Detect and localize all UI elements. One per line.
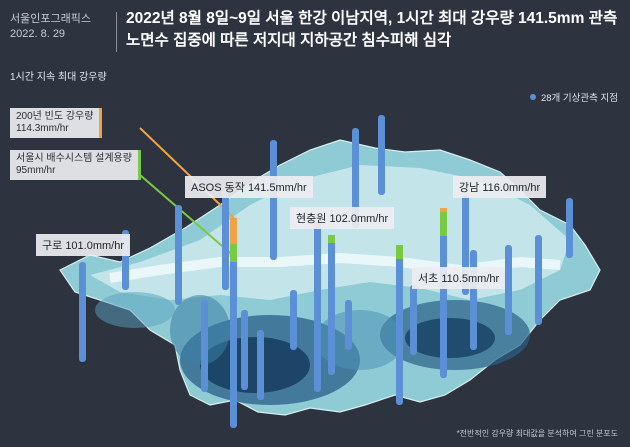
station-value: 116.0mm/hr [482,182,541,194]
station-column [257,330,264,400]
map-subtitle: 1시간 지속 최대 강우량 [10,72,107,83]
station-column [505,245,512,335]
station-column-above-200yr [230,218,237,244]
station-column [352,128,359,228]
station-name: 구로 [42,240,63,252]
title-line-2: 노면수 집중에 따른 저지대 지하공간 침수피해 심각 [126,32,452,49]
station-name: 강남 [459,182,480,194]
station-value: 102.0mm/hr [329,213,389,225]
station-column [290,290,297,350]
station-label-hyeonchungwon: 현충원 102.0mm/hr [290,207,395,229]
station-column-above-design [328,235,335,243]
station-column [230,218,237,428]
ref-label-design-value: 95mm/hr [16,165,56,176]
brand-name: 서울인포그래픽스 [10,13,91,25]
station-value: 141.5mm/hr [247,182,307,194]
station-label-asos-dongjak: ASOS 동작 141.5mm/hr [185,176,313,198]
station-column-above-design [230,244,237,262]
station-value: 110.5mm/hr [441,273,500,285]
ref-line-200yr [139,127,237,221]
header: 서울인포그래픽스 2022. 8. 29 2022년 8월 8일~9일 서울 한… [0,0,630,60]
ref-label-200yr-title: 200년 빈도 강우량 [16,111,94,122]
ref-line-design [139,174,237,259]
brand: 서울인포그래픽스 2022. 8. 29 [10,12,91,42]
station-name: ASOS 동작 [191,182,245,194]
station-column-above-200yr [440,208,447,212]
station-name: 서초 [418,273,439,285]
station-column [175,205,182,305]
station-column [410,285,417,355]
footnote: *전반적인 강우량 최대값을 분석하여 그린 분포도 [456,429,618,438]
station-column [378,115,385,195]
station-column [328,235,335,375]
legend-label: 28개 기상관측 지점 [540,93,618,104]
station-column-above-design [396,245,403,259]
station-label-seocho: 서초 110.5mm/hr [412,267,506,289]
station-column-above-design [440,212,447,236]
station-column [222,190,229,290]
map-legend: 28개 기상관측 지점 [529,90,618,104]
station-column [241,310,248,390]
ref-label-200yr-value: 114.3mm/hr [16,123,69,134]
header-divider [116,12,117,52]
station-name: 현충원 [296,213,327,225]
station-column [470,250,477,350]
station-column [535,235,542,325]
station-column [396,245,403,405]
station-label-guro: 구로 101.0mm/hr [36,234,131,256]
page-title: 2022년 8월 8일~9일 서울 한강 이남지역, 1시간 최대 강우량 14… [126,8,626,52]
legend-dot-icon [529,94,536,100]
station-value: 101.0mm/hr [65,240,125,252]
station-column [440,208,447,378]
station-column [79,262,86,362]
brand-date: 2022. 8. 29 [10,28,66,40]
ref-label-design-title: 서울시 배수시스템 설계용량 [16,153,132,164]
ref-label-200yr: 200년 빈도 강우량 114.3mm/hr [10,108,103,138]
station-column [314,222,321,392]
station-column [345,300,352,350]
station-column [201,300,208,392]
station-label-gangnam: 강남 116.0mm/hr [453,176,547,198]
station-column [566,198,573,258]
ref-label-design: 서울시 배수시스템 설계용량 95mm/hr [10,150,141,180]
title-line-1: 2022년 8월 8일~9일 서울 한강 이남지역, 1시간 최대 강우량 14… [126,10,618,27]
station-column [270,140,277,260]
